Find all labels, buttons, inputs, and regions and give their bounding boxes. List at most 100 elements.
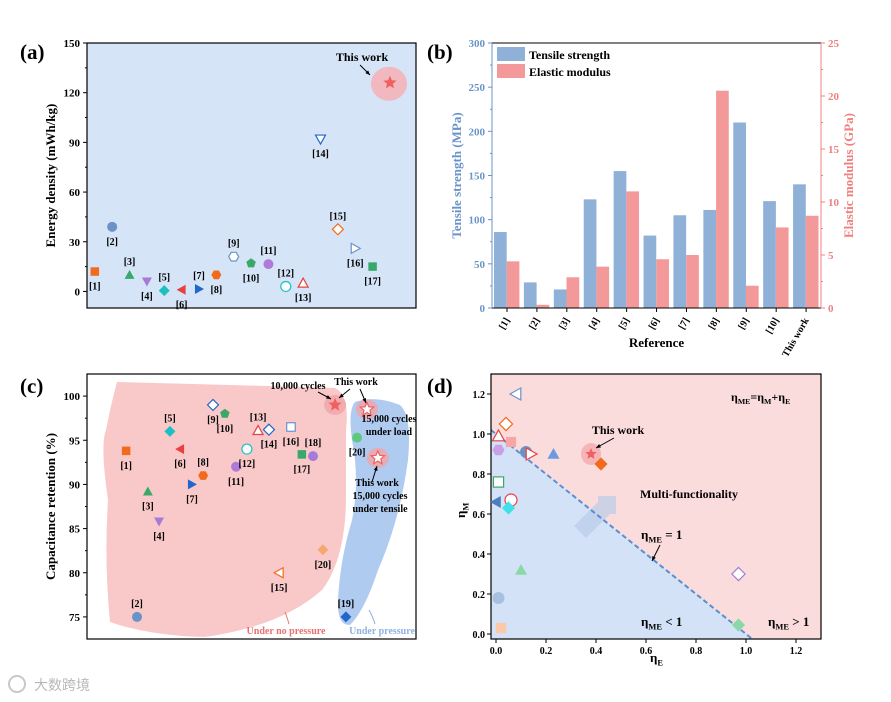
label-under-no-pressure: Under no pressure <box>247 626 326 637</box>
y-tick-label: 150 <box>469 171 486 183</box>
data-point <box>164 425 176 437</box>
bar-tensile-strength <box>553 289 567 308</box>
data-point <box>286 422 296 432</box>
x-tick-label: 0.0 <box>490 646 503 657</box>
data-point <box>492 444 505 456</box>
annotation-this-work: This work <box>334 377 378 388</box>
bar-tensile-strength <box>494 232 507 308</box>
region-pressure <box>337 399 409 626</box>
data-point <box>154 517 165 527</box>
bar-tensile-strength <box>523 282 537 308</box>
y-tick-label: 0 <box>828 303 834 315</box>
annotation-eta-me-less-1: ηME < 1 <box>641 614 682 631</box>
data-point <box>505 436 517 448</box>
data-point <box>547 448 560 459</box>
y-tick-label: 10 <box>828 197 840 209</box>
annotation-tensile-line2: 15,000 cycles <box>353 491 408 502</box>
data-point <box>176 284 186 295</box>
y-tick-label: 100 <box>469 215 486 227</box>
y-tick-label: 95 <box>69 435 81 447</box>
legend-label: Tensile strength <box>529 48 610 62</box>
y-tick-label: 300 <box>469 38 486 50</box>
data-point <box>515 564 527 575</box>
bar-tensile-strength <box>673 215 687 308</box>
watermark-logo-icon <box>8 675 26 693</box>
y-tick-label: 30 <box>69 237 81 249</box>
bar-tensile-strength <box>733 122 746 308</box>
panel-label-a: (a) <box>20 40 45 64</box>
point-label: [17] <box>294 464 311 475</box>
annotation-this-work: This work <box>336 50 389 64</box>
point-label: [16] <box>283 437 300 448</box>
data-point <box>358 400 376 417</box>
bar-tensile-strength <box>703 209 717 308</box>
bar-elastic-modulus <box>596 266 610 308</box>
point-label: [20] <box>315 560 332 571</box>
data-point <box>158 285 170 297</box>
point-label: [13] <box>295 293 312 304</box>
y-tick-label: 200 <box>469 126 486 138</box>
x-tick-label: 0.4 <box>590 646 603 657</box>
point-label: [4] <box>153 532 165 543</box>
point-label: [4] <box>141 292 153 303</box>
point-label: [15] <box>330 211 347 222</box>
y-axis-label: Energy density (mWh/kg) <box>43 104 58 248</box>
bar-elastic-modulus <box>745 285 759 308</box>
y-tick-label: 50 <box>474 259 486 271</box>
annotation-eta-me-greater-1: ηME > 1 <box>768 614 809 631</box>
bar-tensile-strength <box>583 199 597 308</box>
data-point <box>280 280 292 293</box>
x-tick-label: 0.6 <box>640 646 653 657</box>
data-point <box>731 566 746 582</box>
annotation-arrow-head <box>596 444 601 448</box>
x-axis-label: Reference <box>629 335 685 350</box>
label-under-pressure: Under pressure <box>349 626 415 637</box>
bar-elastic-modulus <box>566 277 580 308</box>
y-tick-label: 1.2 <box>473 390 486 401</box>
point-label: [12] <box>277 268 294 279</box>
bar-elastic-modulus <box>716 90 729 308</box>
y-tick-label: 15 <box>828 144 840 156</box>
data-point <box>175 444 185 455</box>
x-tick-label: [10] <box>764 316 782 336</box>
data-point <box>241 443 253 455</box>
y-tick-label: 25 <box>828 38 840 50</box>
x-tick-label: 0.2 <box>540 646 553 657</box>
data-point <box>121 446 131 456</box>
data-point <box>594 457 608 471</box>
point-label: [7] <box>186 494 198 505</box>
x-tick-label: [7] <box>677 316 692 332</box>
point-label: [8] <box>197 458 209 469</box>
annotation-formula: ηME=ηM+ηE <box>731 390 790 406</box>
annotation-eta-me-equals-1: ηME = 1 <box>641 527 682 544</box>
annotation-arrow-head <box>373 466 378 471</box>
point-label: [1] <box>120 461 132 472</box>
data-point <box>107 221 118 232</box>
y-tick-label: 60 <box>69 187 81 199</box>
data-point <box>187 479 197 490</box>
y-axis-label: Capacitance retention (%) <box>43 433 58 580</box>
x-tick-label: [3] <box>557 316 572 332</box>
y-tick-label: 0.2 <box>473 590 486 601</box>
annotation-arrow-head <box>326 395 331 399</box>
data-point <box>352 432 363 443</box>
chart-b: 0 50 100 150 200 250 300 0 5 10 15 20 25 [1] [2] [3] [4]… <box>449 38 856 359</box>
point-label: [10] <box>217 424 234 435</box>
data-point <box>340 611 352 623</box>
data-point <box>263 259 274 270</box>
data-point <box>492 592 505 604</box>
data-point <box>246 258 256 268</box>
point-label: [2] <box>131 599 143 610</box>
x-tick-label: [9] <box>737 316 752 332</box>
bar-elastic-modulus <box>506 261 520 308</box>
data-point <box>491 428 506 442</box>
data-point <box>124 269 135 279</box>
data-point <box>308 451 319 462</box>
x-tick-label: 1.0 <box>740 646 753 657</box>
annotation-tensile-line3: under tensile <box>352 504 408 515</box>
data-point <box>220 408 230 418</box>
annotation-tensile-line1: This work <box>355 478 399 489</box>
y-tick-label: 0.6 <box>473 510 486 521</box>
data-point <box>585 448 597 459</box>
